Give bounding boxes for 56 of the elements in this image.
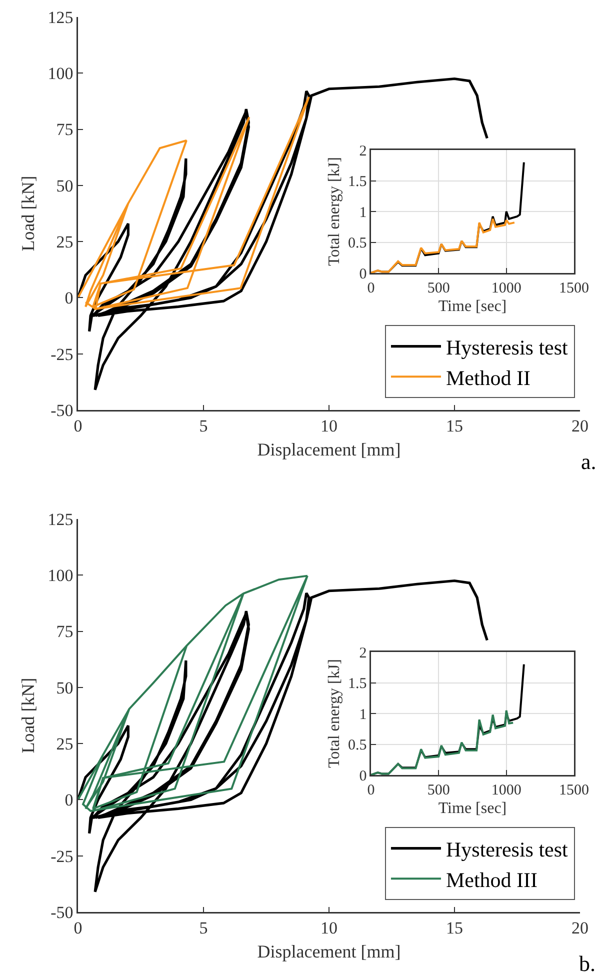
line-series [78,96,310,310]
y-axis-title: Total energy [kJ] [326,659,343,768]
y-tick-label: -25 [50,344,74,364]
y-tick-label: 1 [359,706,367,723]
x-tick-label: 1500 [559,782,589,798]
y-tick-label: 75 [56,622,74,642]
line-series [371,218,516,273]
y-tick-label: 50 [56,678,74,698]
legend-label: Method II [446,366,531,390]
y-axis-title: Load [kN] [18,176,38,252]
y-tick-label: 0 [359,266,367,282]
legend-label: Hysteresis test [446,336,568,360]
y-tick-label: 100 [48,64,74,84]
y-tick-label: -50 [50,902,74,922]
y-tick-label: 125 [48,510,74,529]
x-axis-title: Displacement [mm] [257,440,401,460]
x-tick-label: 20 [572,416,588,436]
x-tick-label: 1500 [559,280,589,296]
y-tick-label: 1.5 [348,676,367,692]
x-tick-label: 1000 [491,280,522,296]
x-tick-label: 20 [572,918,588,938]
x-axis-title: Time [sec] [438,298,507,315]
y-tick-label: 100 [48,566,74,586]
x-tick-label: 10 [320,416,338,436]
x-tick-label: 500 [427,280,450,296]
x-tick-label: 15 [446,416,463,436]
y-tick-label: 125 [48,8,74,27]
legend-label: Method III [446,868,538,892]
x-tick-label: 5 [199,918,208,938]
y-tick-label: 50 [56,176,74,196]
x-tick-label: 15 [446,918,463,938]
text: a. [581,449,596,474]
legend-label: Hysteresis test [446,838,568,862]
y-tick-label: -50 [50,400,74,420]
x-axis-title: Displacement [mm] [257,942,401,962]
y-tick-label: 75 [56,120,74,140]
y-axis-title: Total energy [kJ] [326,157,343,266]
y-tick-label: 1 [359,204,367,221]
y-tick-label: 2 [359,645,367,662]
text: b. [579,951,596,976]
x-tick-label: 500 [427,782,450,798]
x-tick-label: 10 [320,918,338,938]
y-tick-label: 0.5 [348,236,367,252]
line-series [78,574,308,812]
x-tick-label: 5 [199,416,208,436]
y-tick-label: 25 [56,232,74,252]
y-tick-label: 1.5 [348,174,367,190]
x-axis-title: Time [sec] [438,800,507,817]
x-tick-label: 1000 [491,782,522,798]
y-tick-label: 0 [359,768,367,784]
y-axis-title: Load [kN] [18,678,38,754]
line-series [371,709,514,775]
y-tick-label: 2 [359,143,367,160]
y-tick-label: -25 [50,846,74,866]
y-tick-label: 25 [56,734,74,754]
y-tick-label: 0.5 [348,738,367,754]
